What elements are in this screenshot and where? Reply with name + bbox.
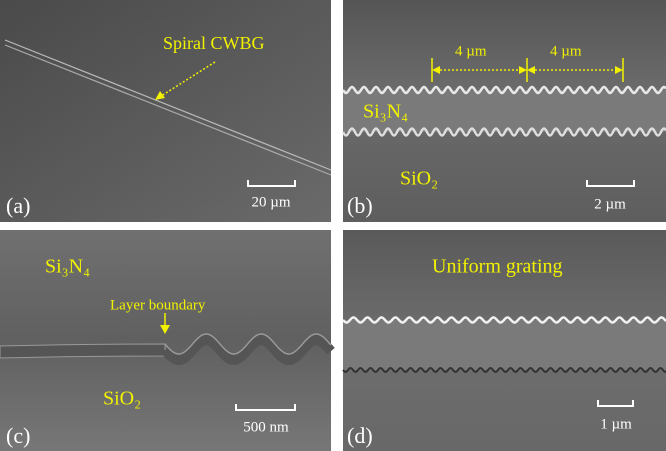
panel-label: (b): [347, 193, 373, 218]
material: SiO₂: [103, 388, 141, 410]
material: Si₃N₄: [45, 256, 90, 278]
waveguide-edge: [0, 344, 165, 358]
annotation: Spiral CWBG: [163, 33, 265, 53]
panel-label: (c): [6, 423, 30, 448]
scale-label: 20 µm: [251, 194, 290, 210]
figure: Spiral CWBG 20 µm (a) 4 µm 4 µm Si₃N₄ Si…: [0, 0, 666, 451]
material: Si₃N₄: [363, 101, 408, 123]
annotation: Uniform grating: [432, 256, 563, 278]
panel-label: (a): [6, 193, 30, 218]
dimension-label: 4 µm: [455, 43, 487, 59]
scale-label: 2 µm: [594, 196, 626, 212]
material: SiO₂: [400, 168, 438, 190]
waveguide: [343, 320, 666, 370]
panel-label: (d): [347, 423, 373, 448]
annotation: Layer boundary: [110, 297, 206, 313]
dimension-label: 4 µm: [550, 43, 582, 59]
scale-label: 1 µm: [600, 416, 632, 432]
scale-label: 500 nm: [243, 419, 289, 435]
